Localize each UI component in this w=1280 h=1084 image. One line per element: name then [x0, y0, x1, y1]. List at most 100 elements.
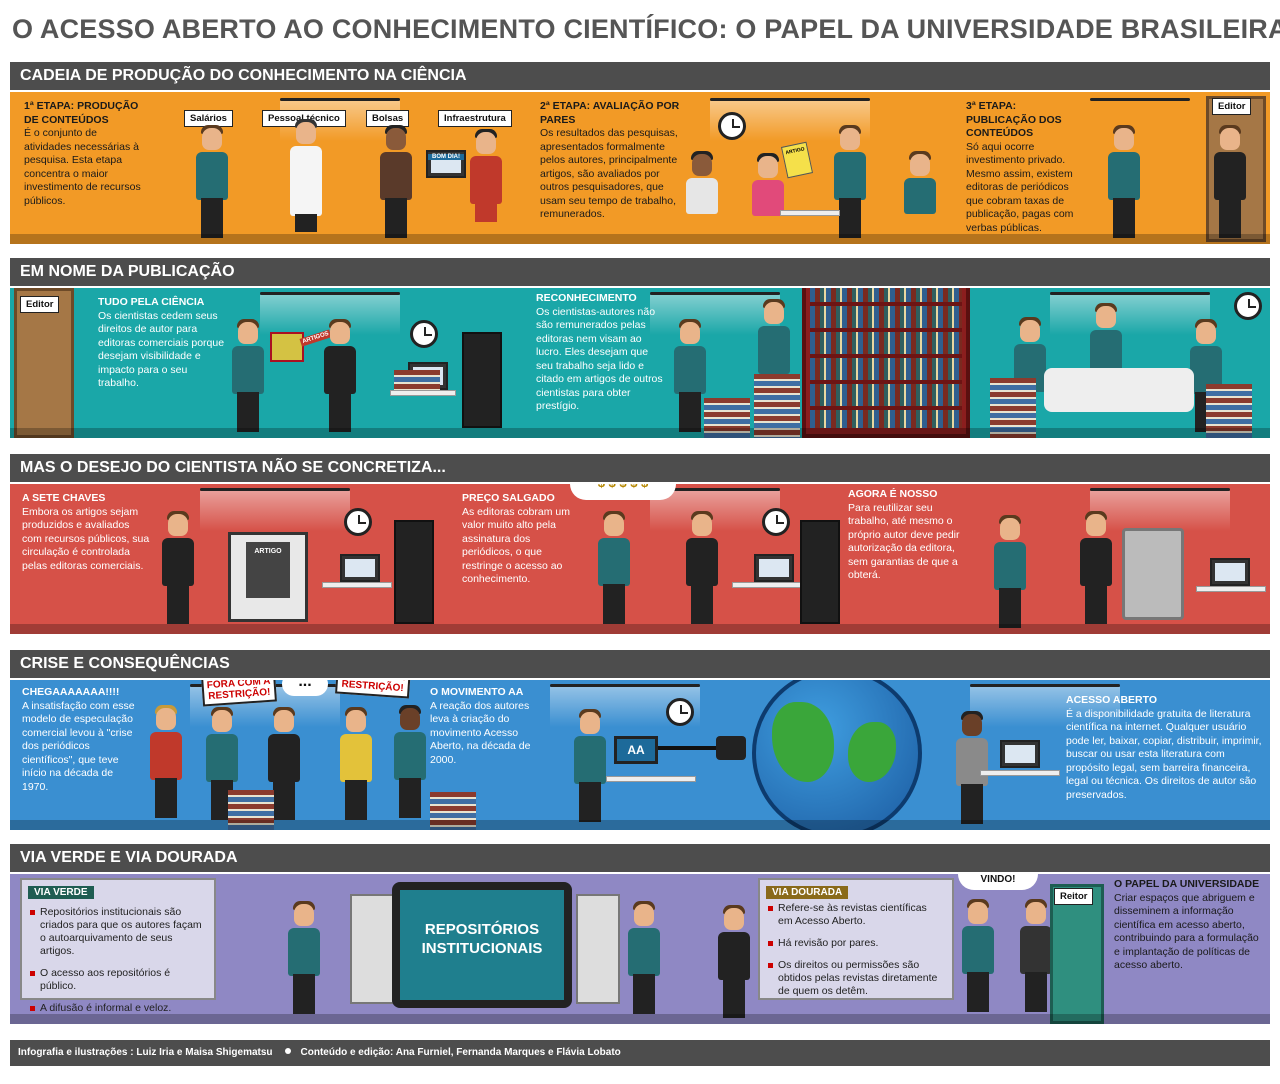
block-papel-universidade: O PAPEL DA UNIVERSIDADE Criar espaços qu…	[1114, 878, 1264, 973]
block-sete-chaves: A SETE CHAVES Embora os artigos sejam pr…	[22, 492, 152, 573]
block-body: É a disponibilidade gratuita de literatu…	[1066, 707, 1262, 801]
cable	[658, 746, 718, 750]
block-tudo-pela-ciencia: TUDO PELA CIÊNCIA Os cientistas cedem se…	[98, 296, 228, 391]
clock-icon	[410, 320, 438, 348]
block-movimento-aa: O MOVIMENTO AA A reação dos autores leva…	[430, 686, 540, 767]
block-body: Embora os artigos sejam produzidos e ava…	[22, 505, 150, 572]
book-stack	[394, 370, 440, 390]
book-stack	[990, 378, 1036, 438]
block-agora-e-nosso: AGORA É NOSSO Para reutilizar seu trabal…	[848, 488, 968, 583]
block-etapa-3: 3ª ETAPA: PUBLICAÇÃO DOS CONTEÚDOS Só aq…	[966, 100, 1086, 235]
block-title: A SETE CHAVES	[22, 492, 106, 504]
block-etapa-2: 2ª ETAPA: AVALIAÇÃO POR PARES Os resulta…	[540, 100, 680, 222]
repositorios-text: REPOSITÓRIOS INSTITUCIONAIS	[421, 921, 543, 957]
block-body: A insatisfação com esse modelo de especu…	[22, 699, 135, 793]
via-dourada-board: VIA DOURADA Refere-se às revistas cientí…	[758, 878, 954, 1000]
monitor	[1210, 558, 1250, 586]
desk	[606, 776, 696, 782]
page-title: O ACESSO ABERTO AO CONHECIMENTO CIENTÍFI…	[12, 14, 1280, 44]
safe	[1122, 528, 1184, 620]
block-title: 2ª ETAPA: AVALIAÇÃO POR PARES	[540, 100, 680, 126]
section-heading-vias: VIA VERDE E VIA DOURADA	[10, 844, 1270, 872]
desk	[1196, 586, 1266, 592]
panel-desejo: A SETE CHAVES Embora os artigos sejam pr…	[10, 484, 1270, 634]
shelf	[350, 894, 394, 1004]
reitor-door	[1050, 884, 1104, 1024]
via-verde-board: VIA VERDE Repositórios institucionais sã…	[20, 878, 216, 1014]
monitor	[1000, 740, 1040, 768]
section-heading-publicacao: EM NOME DA PUBLICAÇÃO	[10, 258, 1270, 286]
speech-ellipsis: ...	[282, 680, 328, 696]
book-stack	[704, 398, 750, 438]
via-dourada-list: Refere-se às revistas científicas em Ace…	[768, 902, 944, 1007]
book-stack	[754, 374, 800, 438]
shelf	[576, 894, 620, 1004]
bookshelf	[802, 288, 970, 438]
block-body: A reação dos autores leva à criação do m…	[430, 699, 531, 766]
block-chega: CHEGAAAAAAA!!!! A insatisfação com esse …	[22, 686, 140, 794]
clock-icon	[666, 698, 694, 726]
block-title: CHEGAAAAAAA!!!!	[22, 686, 120, 698]
block-body: Para reutilizar seu trabalho, até mesmo …	[848, 501, 960, 582]
paper-artigo: ARTIGO	[780, 141, 814, 179]
book-stack	[228, 790, 274, 830]
list-item: A difusão é informal e veloz.	[30, 1002, 206, 1015]
panel-cadeia: 1ª ETAPA: PRODUÇÃO DE CONTEÚDOS É o conj…	[10, 92, 1270, 244]
panel-crise: CHEGAAAAAAA!!!! A insatisfação com esse …	[10, 680, 1270, 830]
list-item: Repositórios institucionais são criados …	[30, 906, 206, 958]
block-body: Os resultados das pesquisas, apresentado…	[540, 127, 678, 220]
speech-seja-bem-vindo: SEJA BEM VINDO!	[958, 874, 1038, 890]
block-title: 1ª ETAPA: PRODUÇÃO DE CONTEÚDOS	[24, 100, 139, 126]
tag-infraestrutura: Infraestrutura	[438, 110, 512, 127]
block-title: TUDO PELA CIÊNCIA	[98, 296, 205, 308]
panel-publicacao: Editor TUDO PELA CIÊNCIA Os cientistas c…	[10, 288, 1270, 438]
editor-door	[14, 288, 74, 438]
block-title: ACESSO ABERTO	[1066, 694, 1158, 706]
tag-editor: Editor	[20, 296, 60, 313]
block-acesso-aberto: ACESSO ABERTO É a disponibilidade gratui…	[1066, 694, 1262, 802]
paper-artigo: ARTIGO	[246, 542, 290, 598]
desk	[322, 582, 392, 588]
protest-sign: FORA COM A RESTRIÇÃO!	[335, 680, 411, 699]
clock-icon	[344, 508, 372, 536]
plug-icon	[716, 736, 746, 760]
block-etapa-1: 1ª ETAPA: PRODUÇÃO DE CONTEÚDOS É o conj…	[24, 100, 144, 208]
block-title: AGORA É NOSSO	[848, 488, 938, 500]
section-heading-desejo: MAS O DESEJO DO CIENTISTA NÃO SE CONCRET…	[10, 454, 1270, 482]
credits-illustration: Infografia e ilustrações : Luiz Iria e M…	[18, 1047, 273, 1058]
list-item: Há revisão por pares.	[768, 937, 944, 950]
block-title: 3ª ETAPA: PUBLICAÇÃO DOS CONTEÚDOS	[966, 100, 1062, 139]
sofa	[1044, 368, 1194, 412]
block-reconhecimento: RECONHECIMENTO Os cientistas-autores não…	[536, 292, 666, 414]
monitor-repositorios: REPOSITÓRIOS INSTITUCIONAIS	[392, 882, 572, 1008]
monitor	[340, 554, 380, 582]
list-item: O acesso aos repositórios é público.	[30, 967, 206, 993]
block-body: Criar espaços que abriguem e disseminem …	[1114, 891, 1259, 972]
monitor-aa: AA	[614, 736, 658, 764]
money-bubble: $ $ $ $ $	[570, 484, 676, 500]
globe-icon	[752, 680, 922, 830]
bullet-icon	[284, 1048, 291, 1054]
block-preco-salgado: PREÇO SALGADO As editoras cobram um valo…	[462, 492, 582, 587]
book-stack	[430, 792, 476, 830]
clock-icon	[1234, 292, 1262, 320]
section-heading-cadeia: CADEIA DE PRODUÇÃO DO CONHECIMENTO NA CI…	[10, 62, 1270, 90]
credits-footer: Infografia e ilustrações : Luiz Iria e M…	[10, 1040, 1270, 1066]
section-heading-crise: CRISE E CONSEQUÊNCIAS	[10, 650, 1270, 678]
via-verde-list: Repositórios institucionais são criados …	[30, 906, 206, 1024]
file-cabinet	[394, 520, 434, 624]
credits-content: Conteúdo e edição: Ana Furniel, Fernanda…	[300, 1047, 621, 1058]
speech-bom-dia: BOM DIA!	[428, 154, 464, 160]
desk	[390, 390, 456, 396]
block-body: Só aqui ocorre investimento privado. Mes…	[966, 140, 1074, 234]
gift-box	[270, 332, 304, 362]
tag-editor: Editor	[1212, 98, 1252, 115]
tag-bolsas: Bolsas	[366, 110, 410, 127]
list-item: Os direitos ou permissões são obtidos pe…	[768, 959, 944, 998]
via-verde-label: VIA VERDE	[28, 886, 94, 899]
block-title: PREÇO SALGADO	[462, 492, 555, 504]
via-dourada-label: VIA DOURADA	[766, 886, 849, 899]
block-body: É o conjunto de atividades necessárias à…	[24, 127, 141, 207]
block-title: RECONHECIMENTO	[536, 292, 637, 304]
